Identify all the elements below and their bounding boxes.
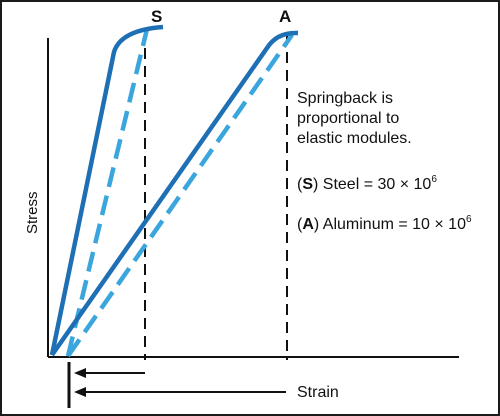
steel-legend-exponent: 6 — [431, 174, 437, 185]
note-line-1: Springback is — [297, 90, 393, 107]
steel-legend: (S) Steel = 30 × 106 — [297, 174, 437, 193]
aluminum-arrow-head — [74, 387, 86, 397]
aluminum-springback-line — [66, 33, 294, 358]
aluminum-curve — [50, 30, 299, 357]
steel-curve — [49, 24, 164, 356]
steel-springback-line — [65, 28, 150, 357]
aluminum-legend-exponent: 6 — [466, 214, 472, 225]
steel-curve-label: S — [151, 7, 162, 26]
aluminum-legend: (A) Aluminum = 10 × 106 — [297, 214, 472, 233]
steel-legend-text: Steel = 30 × 10 — [318, 176, 431, 193]
aluminum-curve-label: A — [279, 7, 291, 26]
aluminum-legend-key: A — [302, 216, 314, 233]
aluminum-legend-text: Aluminum = 10 × 10 — [319, 216, 466, 233]
y-axis-label: Stress — [24, 191, 41, 234]
x-axis-label: Strain — [297, 384, 339, 401]
note-line-3: elastic modules. — [297, 130, 412, 147]
steel-arrow-head — [74, 368, 86, 378]
steel-legend-key: S — [302, 176, 313, 193]
note-line-2: proportional to — [297, 110, 399, 127]
